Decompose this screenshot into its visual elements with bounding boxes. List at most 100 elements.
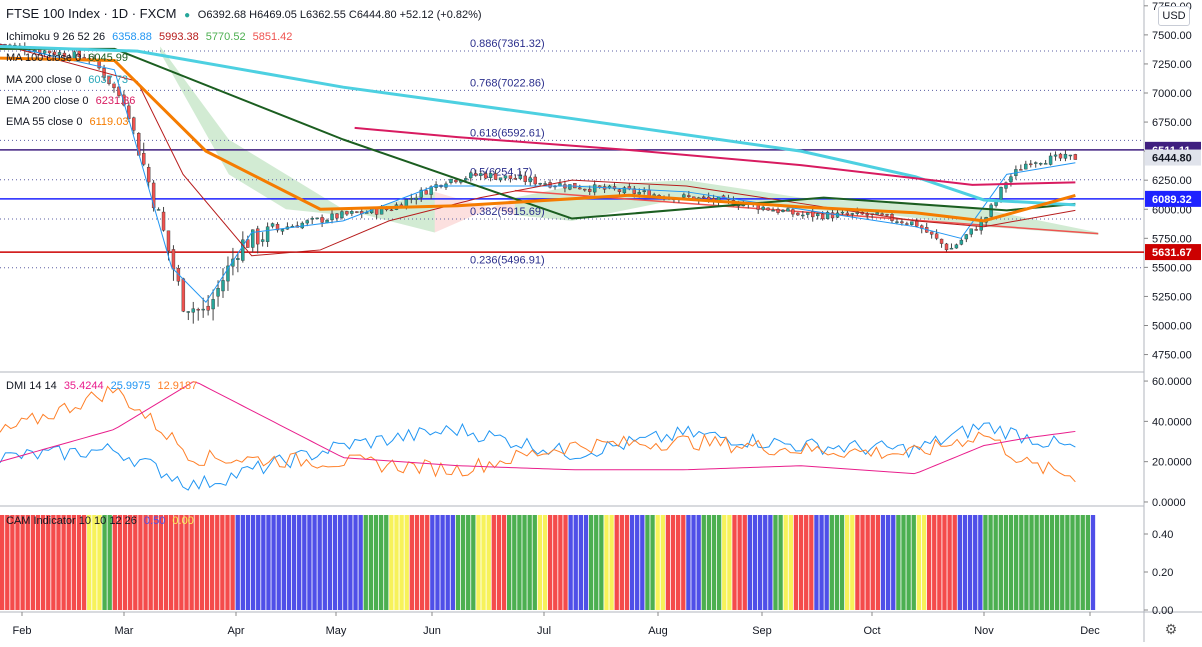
candle-body xyxy=(701,196,706,199)
cam-bar xyxy=(517,515,522,610)
y-tick-label: 5250.00 xyxy=(1152,291,1192,303)
candle-body xyxy=(929,231,934,235)
ema55-legend[interactable]: EMA 55 close 0 6119.03 xyxy=(6,115,132,129)
cam-bar xyxy=(973,515,978,610)
cam-bar xyxy=(711,515,717,610)
cam-bar xyxy=(793,515,799,610)
ema200-legend[interactable]: EMA 200 close 0 6231.36 xyxy=(6,94,139,108)
cam-bar xyxy=(583,515,589,610)
candle-body xyxy=(513,177,518,180)
cam-bar xyxy=(926,515,932,610)
cam-bar xyxy=(1065,515,1070,610)
candle-body xyxy=(617,189,622,192)
x-tick-label: Sep xyxy=(752,625,772,637)
cam-bar xyxy=(425,515,430,610)
cam-bars xyxy=(0,515,1096,610)
cam-bar xyxy=(660,515,665,610)
gear-icon[interactable]: ⚙ xyxy=(1164,620,1178,637)
cam-bar xyxy=(297,515,302,610)
cam-bar xyxy=(665,515,671,610)
cam-bar xyxy=(143,515,148,610)
candle-body xyxy=(845,212,850,215)
cam-bar xyxy=(61,515,66,610)
cam-bar xyxy=(568,515,573,610)
cam-bar xyxy=(312,515,317,610)
candle-body xyxy=(419,189,423,198)
cam-bar xyxy=(235,515,240,610)
candle-body xyxy=(255,228,260,245)
x-tick-label: Apr xyxy=(227,625,244,637)
candle-body xyxy=(578,187,582,190)
cam-bar xyxy=(348,515,353,610)
kijun-line xyxy=(0,43,1076,257)
cam-bar xyxy=(40,515,46,610)
candle-body xyxy=(934,233,939,239)
candle-body xyxy=(1073,154,1078,160)
candle-body xyxy=(1058,153,1063,159)
ichimoku-cloud xyxy=(228,139,286,210)
cam-bar xyxy=(860,515,865,610)
cam-bar xyxy=(1024,515,1029,610)
cam-bar xyxy=(706,515,712,610)
ichimoku-label: Ichimoku 9 26 52 26 xyxy=(6,31,106,43)
cam-bar xyxy=(875,515,881,610)
cam-bar xyxy=(983,515,988,610)
cam-bar xyxy=(588,515,594,610)
cam-bar xyxy=(921,515,927,610)
candle-body xyxy=(632,188,637,194)
candle-body xyxy=(583,188,587,191)
dmi-tick-label: 60.0000 xyxy=(1152,376,1192,388)
cam-bar xyxy=(522,515,527,610)
cam-bar xyxy=(686,515,691,610)
ema200-value: 6231.36 xyxy=(95,95,136,107)
cam-bar xyxy=(455,515,461,610)
cam-bar xyxy=(409,515,415,610)
candle-body xyxy=(429,186,433,195)
candle-body xyxy=(959,239,964,245)
y-tick-label: 7250.00 xyxy=(1152,59,1192,71)
dmi-legend[interactable]: DMI 14 14 35.4244 25.9975 12.9187 xyxy=(6,379,201,393)
candle-body xyxy=(305,220,309,224)
cam-bar xyxy=(870,515,875,610)
y-tick-label: 6000.00 xyxy=(1152,204,1192,216)
cam-bar xyxy=(25,515,30,610)
candle-body xyxy=(1024,163,1028,170)
candle-body xyxy=(320,217,324,223)
cam-bar xyxy=(378,515,384,610)
candle-body xyxy=(825,211,830,219)
ichimoku-legend[interactable]: Ichimoku 9 26 52 26 6358.88 5993.38 5770… xyxy=(6,30,296,44)
cam-bar xyxy=(563,515,568,610)
cam-bar xyxy=(619,515,624,610)
cam-bar xyxy=(317,515,322,610)
cam-bar xyxy=(696,515,701,610)
cam-bar xyxy=(967,515,973,610)
cam-bar xyxy=(133,515,138,610)
cam-bar xyxy=(681,515,686,610)
cam-bar xyxy=(752,515,758,610)
ema200-line xyxy=(354,126,1076,186)
cam-bar xyxy=(0,515,5,610)
candle-body xyxy=(310,218,314,220)
cam-bar xyxy=(624,515,630,610)
ma100-legend[interactable]: MA 100 close 0 6045.99 xyxy=(6,51,132,65)
ma200-legend[interactable]: MA 200 close 0 6037.73 xyxy=(6,73,132,87)
cam-bar xyxy=(1029,515,1034,610)
cam-bar xyxy=(747,515,753,610)
cam-bar xyxy=(302,515,307,610)
candle-body xyxy=(538,183,542,185)
cam-tick-label: 0.20 xyxy=(1152,567,1173,579)
cam-bar xyxy=(169,515,174,610)
candle-body xyxy=(236,258,240,260)
candle-body xyxy=(761,206,765,210)
candle-body xyxy=(1004,182,1008,189)
cam-legend[interactable]: CAM Indicator 10 10 12 26 0.50 0.00 xyxy=(6,514,198,528)
cam-bar xyxy=(15,515,20,610)
ma200-value: 6037.73 xyxy=(88,74,129,86)
cam-bar xyxy=(184,515,189,610)
candle-body xyxy=(905,223,909,225)
ichimoku-value: 5993.38 xyxy=(158,31,199,43)
cam-bar xyxy=(865,515,870,610)
candle-body xyxy=(939,238,944,244)
currency-button[interactable]: USD xyxy=(1158,6,1190,26)
